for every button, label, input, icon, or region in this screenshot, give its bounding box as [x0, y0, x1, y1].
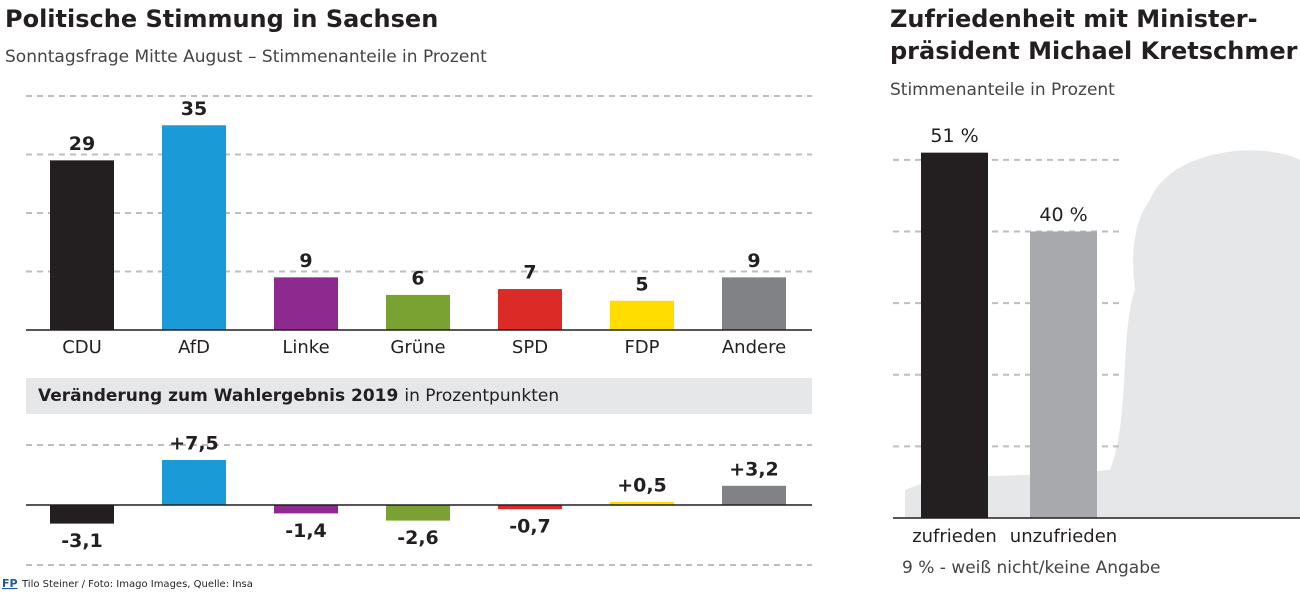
bar [1030, 231, 1097, 519]
bar [722, 485, 786, 505]
bar [386, 294, 450, 330]
value-label: +3,2 [729, 458, 779, 480]
bar [610, 502, 674, 505]
value-label: -1,4 [285, 520, 327, 542]
bar [386, 505, 450, 521]
bar [274, 277, 338, 330]
x-tick-label: unzufrieden [1010, 526, 1117, 547]
bar [274, 505, 338, 514]
value-label: 51 % [930, 125, 978, 147]
bar [610, 300, 674, 330]
value-label: 6 [411, 267, 424, 289]
section-title: Veränderung zum Wahlergebnis 2019 in Proz… [38, 386, 559, 406]
value-label: 9 [747, 250, 760, 272]
value-label: 35 [181, 98, 207, 120]
bar [162, 125, 226, 330]
bar [498, 289, 562, 330]
x-tick-label: Andere [722, 337, 786, 358]
chart-title: Politische Stimmung in Sachsen [5, 5, 438, 33]
value-label: -0,7 [509, 516, 551, 538]
credit: Tilo Steiner / Foto: Imago Images, Quell… [21, 579, 253, 590]
value-label: +0,5 [617, 475, 667, 497]
chart-title-line: Zufriedenheit mit Minister- [890, 5, 1258, 33]
x-tick-label: Linke [282, 337, 329, 358]
x-tick-label: AfD [178, 337, 210, 358]
bar [50, 505, 114, 524]
chart-subtitle: Stimmenanteile in Prozent [890, 80, 1115, 100]
x-tick-label: Grüne [390, 337, 445, 358]
value-label: +7,5 [169, 433, 219, 455]
logo: FP [2, 577, 18, 590]
bar [921, 152, 988, 518]
bar [162, 460, 226, 505]
value-label: 9 [299, 250, 312, 272]
x-tick-label: CDU [62, 337, 102, 358]
value-label: 7 [523, 262, 536, 284]
x-tick-label: zufrieden [912, 526, 997, 547]
portrait-silhouette [905, 150, 1300, 519]
x-tick-label: SPD [512, 337, 548, 358]
note: 9 % - weiß nicht/keine Angabe [902, 558, 1160, 578]
bar [498, 505, 562, 510]
section-unit: in Prozentpunkten [404, 386, 559, 406]
value-label: 29 [69, 133, 95, 155]
chart-title-line: präsident Michael Kretschmer [890, 37, 1298, 65]
value-label: 40 % [1039, 204, 1087, 226]
value-label: 5 [635, 273, 648, 295]
bar [722, 277, 786, 330]
chart-subtitle: Sonntagsfrage Mitte August – Stimmenante… [5, 47, 487, 67]
x-tick-label: FDP [624, 337, 659, 358]
value-label: -2,6 [397, 527, 439, 549]
section-title-bold: Veränderung zum Wahlergebnis 2019 [38, 386, 398, 406]
section-band [26, 378, 812, 414]
value-label: -3,1 [61, 530, 103, 552]
bar [50, 160, 114, 330]
